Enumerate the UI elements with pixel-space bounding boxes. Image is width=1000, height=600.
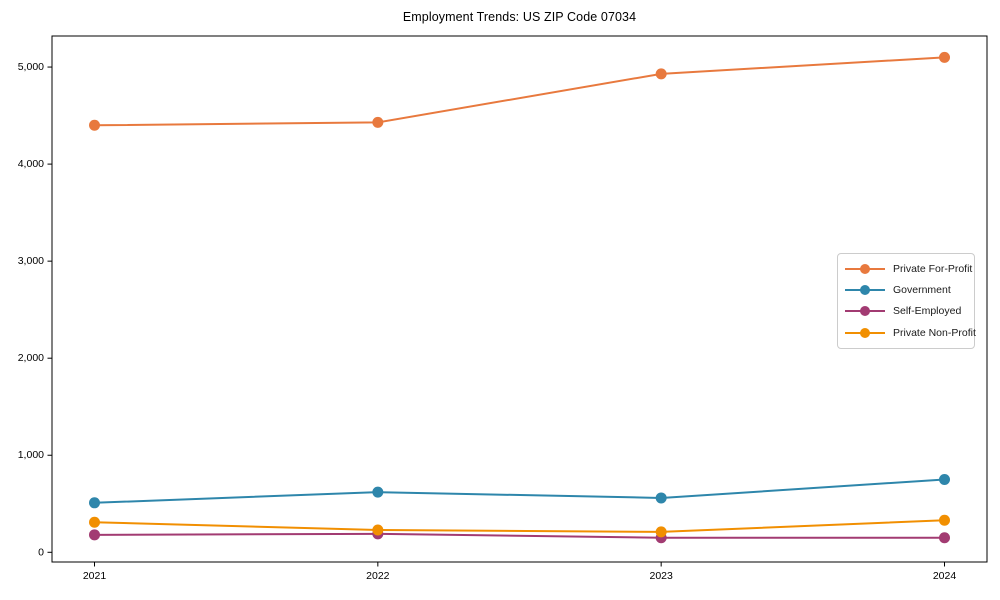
legend-label: Private For-Profit <box>893 262 973 275</box>
data-point-government-2024 <box>939 474 950 486</box>
data-point-self-employed-2024 <box>939 532 950 544</box>
x-axis-tick-label: 2021 <box>83 570 107 582</box>
legend: Private For-Profit Government Self-Emplo… <box>837 253 976 349</box>
legend-marker-icon <box>845 305 885 317</box>
series-line-self-employed <box>94 532 945 539</box>
y-axis-tick-label: 3,000 <box>18 255 44 267</box>
legend-item-private-non-profit: Private Non-Profit <box>845 322 976 343</box>
legend-label: Government <box>893 284 951 297</box>
y-axis-tick-label: 2,000 <box>18 352 44 364</box>
x-axis-tick-label: 2022 <box>366 570 390 582</box>
legend-marker-icon <box>845 263 885 275</box>
x-axis-tick-label: 2023 <box>649 570 673 582</box>
data-point-self-employed-2021 <box>89 529 100 541</box>
series-line-government <box>94 478 945 504</box>
data-point-government-2021 <box>89 497 100 509</box>
data-point-private-for-profit-2021 <box>89 119 100 131</box>
legend-item-government: Government <box>845 279 968 300</box>
legend-marker-icon <box>845 327 885 339</box>
data-point-private-non-profit-2023 <box>655 526 667 538</box>
chart-title: Employment Trends: US ZIP Code 07034 <box>402 10 637 24</box>
data-point-private-for-profit-2024 <box>939 51 950 63</box>
data-point-private-non-profit-2024 <box>939 514 950 526</box>
data-point-private-for-profit-2022 <box>372 116 384 128</box>
data-point-private-non-profit-2022 <box>372 524 384 536</box>
data-point-private-for-profit-2023 <box>655 68 667 80</box>
legend-label: Self-Employed <box>893 305 962 318</box>
legend-marker-icon <box>845 284 885 296</box>
series-line-private-for-profit <box>94 56 945 127</box>
y-axis-tick-label: 0 <box>38 546 44 558</box>
legend-label: Private Non-Profit <box>893 326 976 339</box>
plot-border <box>51 35 988 563</box>
data-point-government-2022 <box>372 486 384 498</box>
series-line-private-non-profit <box>94 519 945 533</box>
data-point-government-2023 <box>655 492 667 504</box>
legend-item-private-for-profit: Private For-Profit <box>845 258 972 279</box>
legend-item-self-employed: Self-Employed <box>845 301 968 322</box>
y-axis-tick-label: 5,000 <box>18 61 44 73</box>
y-axis-tick-label: 4,000 <box>18 158 44 170</box>
x-axis-tick-label: 2024 <box>933 570 957 582</box>
y-axis-tick-label: 1,000 <box>18 449 44 461</box>
data-point-private-non-profit-2021 <box>89 516 100 528</box>
